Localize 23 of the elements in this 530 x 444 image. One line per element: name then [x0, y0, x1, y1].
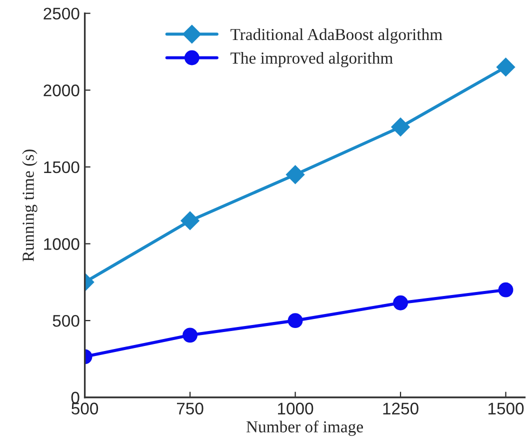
point [286, 165, 305, 184]
x-axis-title: Number of image [246, 420, 363, 436]
legend-label: Traditional AdaBoost algorithm [230, 28, 442, 44]
y-tick-label: 1000 [44, 238, 80, 250]
y-tick-label: 500 [52, 314, 80, 327]
point [498, 282, 514, 298]
x-tick-label: 500 [72, 402, 98, 414]
x-tick-label: 750 [176, 402, 204, 414]
point [391, 118, 410, 136]
y-tick-label: 2500 [44, 8, 80, 20]
y-axis-title: Running time (s) [22, 150, 38, 262]
point [288, 313, 303, 328]
point [496, 58, 516, 76]
x-tick-label: 1250 [383, 402, 418, 414]
point [182, 328, 198, 343]
y-tick-label: 1500 [44, 161, 80, 174]
x-tick-label: 1000 [278, 402, 314, 414]
point [180, 211, 200, 230]
legend-label: The improved algorithm [230, 52, 393, 68]
point [393, 295, 408, 310]
y-tick-label: 0 [71, 392, 80, 404]
x-tick-label: 1500 [488, 402, 524, 414]
y-tick-label: 2000 [44, 84, 80, 96]
